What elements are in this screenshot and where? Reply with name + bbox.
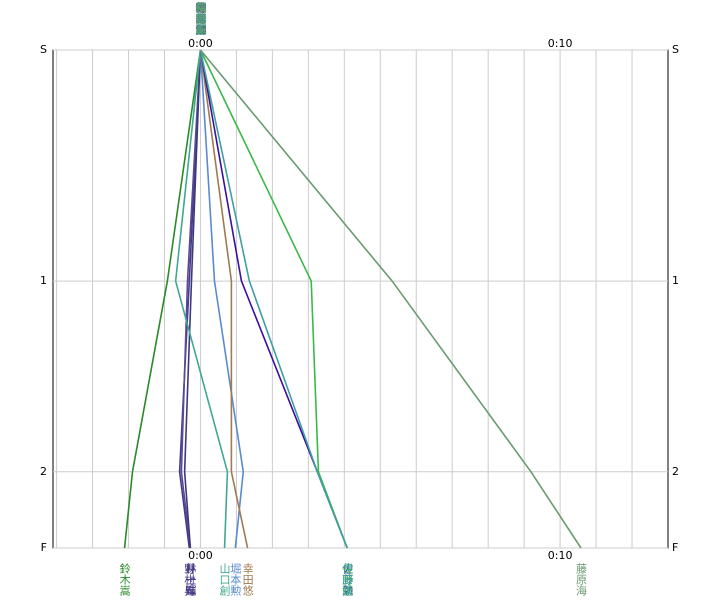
runner-name: 長野聡	[194, 2, 207, 35]
runner-name: 山口創	[194, 2, 207, 36]
plot-area	[52, 49, 669, 549]
y-tick-label: F	[41, 541, 47, 554]
runner-line	[183, 49, 202, 549]
runner-line	[123, 49, 202, 549]
runner-name: 幸田悠	[194, 2, 207, 35]
runner-line	[174, 49, 229, 549]
y-tick-label: S	[40, 43, 47, 56]
runner-name: 佐藤勉	[341, 562, 354, 596]
y-tick-label: 1	[672, 274, 679, 287]
x-tick-label: 0:10	[548, 37, 573, 50]
runner-name: 林一輝	[184, 562, 197, 597]
runner-line	[180, 49, 202, 549]
runner-name: 野村昇	[194, 2, 207, 36]
runner-line	[199, 49, 582, 549]
runner-name: 長野聡	[341, 563, 354, 596]
runner-name: 堀本勲	[194, 2, 207, 35]
y-tick-label: 2	[672, 465, 679, 478]
y-tick-label: F	[672, 541, 678, 554]
runner-name: 井上進	[194, 1, 207, 35]
x-tick-label: 0:00	[188, 37, 213, 50]
runner-line	[199, 49, 348, 549]
runner-name: 林一輝	[194, 1, 207, 36]
y-tick-label: 2	[40, 465, 47, 478]
runner-name: 野村昇	[183, 563, 196, 597]
runner-name: 鈴木嵩	[118, 562, 131, 596]
x-tick-label: 0:00	[188, 549, 213, 562]
runner-name: 藤原海	[574, 563, 587, 597]
runner-name: 佐藤勉	[194, 1, 207, 35]
y-tick-label: 1	[40, 274, 47, 287]
runner-name: 藤原海	[194, 2, 207, 36]
x-tick-label: 0:10	[548, 549, 573, 562]
runner-name: 伊藤薫	[194, 2, 207, 36]
runner-name: 堀本勲	[229, 563, 242, 596]
runner-name: 鈴木嵩	[194, 1, 207, 35]
runner-name: 幸田悠	[241, 563, 254, 596]
runner-name: 伊藤薫	[341, 563, 354, 597]
y-tick-label: S	[672, 43, 679, 56]
runner-name: 山口創	[218, 563, 231, 597]
runner-line	[199, 49, 249, 549]
runner-name: 井上進	[184, 562, 197, 596]
